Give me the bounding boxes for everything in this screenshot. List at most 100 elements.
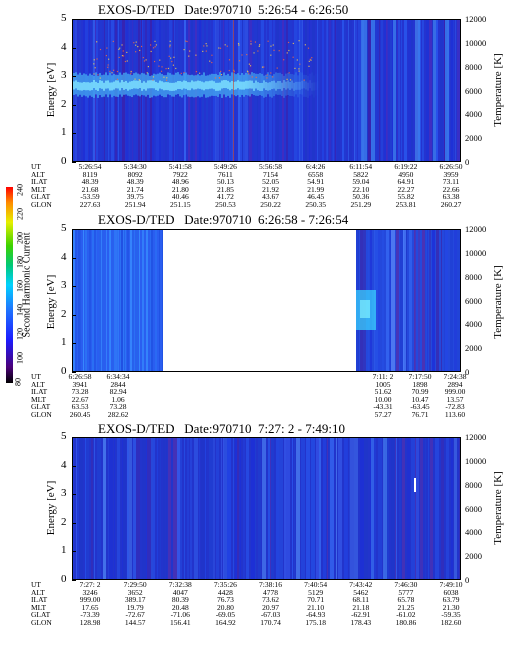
orbit-ut-value: 7:11: 2 [372, 372, 394, 381]
orbit-glat-value: 55.82 [397, 192, 415, 202]
tick-mark [72, 522, 76, 524]
orbit-mlt-value: 20.97 [262, 602, 279, 612]
temperature-tick: 10000 [465, 247, 487, 258]
temperature-tick: 2000 [465, 133, 482, 144]
orbit-glon-value: 156.41 [169, 618, 191, 627]
orbit-mlt-value: 21.99 [307, 184, 325, 194]
colorbar-tick: 240 [15, 184, 25, 196]
orbit-ut-value: 7:35:26 [213, 580, 237, 589]
orbit-ilat-value: 80.39 [171, 595, 189, 605]
row-label-alt: ALT [31, 587, 45, 597]
orbit-ilat-value: 73.28 [71, 387, 89, 397]
row-label-glat: GLAT [31, 192, 51, 202]
temperature-tick: 8000 [465, 271, 482, 282]
temperature-tick: 8000 [465, 61, 482, 72]
orbit-alt-value: 3246 [82, 587, 98, 597]
orbit-mlt-value: 21.25 [397, 602, 415, 612]
panel2-ylabel: Energy [eV] [45, 274, 57, 330]
orbit-glat-value: -67.03 [260, 610, 281, 620]
colorbar-label: Second Harmonic Current [21, 232, 33, 338]
tick-mark [72, 19, 76, 20]
orbit-glat-value: 50.36 [352, 192, 370, 202]
row-label-alt: ALT [31, 169, 45, 179]
tick-mark [72, 580, 76, 581]
row-label-ut: UT [31, 162, 41, 171]
panel2-ylabel-right: Temperature [K] [492, 265, 504, 339]
panel1-ylabel-right: Temperature [K] [492, 53, 504, 127]
temperature-tick: 8000 [465, 479, 482, 490]
orbit-mlt-value: 21.92 [262, 184, 279, 194]
temperature-tick: 0 [465, 575, 470, 585]
panel1-title: EXOS-D/TED Date:970710 5:26:54 - 6:26:50 [98, 2, 349, 17]
energy-tick: 0 [61, 155, 67, 167]
row-label-mlt: MLT [31, 602, 47, 612]
orbit-glat-value: -69.05 [215, 610, 236, 620]
orbit-glat-value: 46.45 [307, 192, 325, 202]
orbit-mlt-value: 21.85 [216, 184, 234, 194]
energy-tick: 0 [61, 573, 67, 585]
row-label-glon: GLON [31, 410, 52, 419]
orbit-glat-value: -62.91 [351, 610, 371, 620]
orbit-mlt-value: 21.30 [442, 602, 460, 612]
orbit-alt-value: 6038 [443, 587, 459, 597]
orbit-ilat-value: 70.99 [411, 387, 429, 397]
orbit-glat-value: 40.46 [171, 192, 189, 202]
orbit-glon-value: 253.81 [395, 200, 417, 209]
temperature-tick: 6000 [465, 295, 482, 306]
temperature-tick: 10000 [465, 37, 487, 48]
orbit-glat-value: 63.53 [71, 402, 89, 412]
orbit-glon-value: 251.94 [124, 200, 146, 209]
orbit-glat-value: 73.28 [109, 402, 127, 412]
orbit-glon-value: 260.27 [440, 200, 462, 209]
energy-tick: 2 [61, 515, 67, 528]
colorbar [6, 187, 13, 383]
tick-mark [72, 286, 76, 288]
orbit-glon-value: 260.45 [69, 410, 91, 419]
orbit-ilat-value: 76.73 [216, 595, 234, 605]
orbit-ilat-value: 48.39 [81, 177, 99, 187]
panel3-ylabel: Energy [eV] [45, 480, 57, 536]
panel3-spectrogram [72, 437, 461, 580]
orbit-mlt-value: 20.80 [216, 602, 234, 612]
orbit-mlt-value: 10.00 [374, 394, 392, 404]
orbit-ut-value: 5:49:26 [213, 162, 237, 171]
row-label-glat: GLAT [31, 402, 51, 412]
orbit-alt-value: 6558 [308, 169, 324, 179]
row-label-ut: UT [31, 580, 41, 589]
orbit-glon-value: 251.29 [350, 200, 372, 209]
orbit-glat-value: -53.59 [80, 192, 100, 202]
orbit-mlt-value: 21.80 [171, 184, 189, 194]
orbit-ilat-value: 63.79 [442, 595, 460, 605]
orbit-glon-value: 250.22 [260, 200, 281, 209]
row-label-ilat: ILAT [31, 177, 48, 187]
orbit-mlt-value: 10.47 [411, 394, 429, 404]
row-label-mlt: MLT [31, 394, 47, 404]
orbit-ilat-value: 59.04 [352, 177, 370, 187]
tick-mark [72, 551, 76, 553]
colorbar-gradient [6, 187, 13, 383]
temperature-tick: 10000 [465, 455, 487, 466]
orbit-glon-value: 282.62 [107, 410, 129, 419]
orbit-glon-value: 76.71 [411, 410, 429, 419]
orbit-alt-value: 3941 [72, 379, 88, 389]
orbit-mlt-value: 13.57 [446, 394, 464, 404]
energy-tick: 1 [61, 336, 67, 349]
panel1-heatmap [73, 20, 460, 161]
orbit-glat-value: -72.83 [445, 402, 465, 412]
orbit-glon-value: 144.57 [124, 618, 146, 627]
orbit-ut-value: 6:26:58 [68, 372, 92, 381]
colorbar-tick: 80 [13, 378, 23, 386]
orbit-ut-value: 6:19:22 [394, 162, 418, 171]
orbit-mlt-value: 22.66 [442, 184, 460, 194]
orbit-glon-value: 128.98 [79, 618, 101, 627]
tick-mark [72, 465, 76, 467]
temperature-tick: 0 [465, 367, 470, 377]
row-label-ilat: ILAT [31, 387, 48, 397]
row-label-glon: GLON [31, 618, 52, 627]
temperature-tick: 0 [465, 157, 470, 167]
panel3-title: EXOS-D/TED Date:970710 7:27: 2 - 7:49:10 [98, 421, 345, 436]
orbit-mlt-value: 22.10 [352, 184, 370, 194]
orbit-alt-value: 7611 [218, 169, 233, 179]
energy-tick: 5 [61, 430, 67, 442]
orbit-ilat-value: 999.00 [79, 595, 101, 605]
